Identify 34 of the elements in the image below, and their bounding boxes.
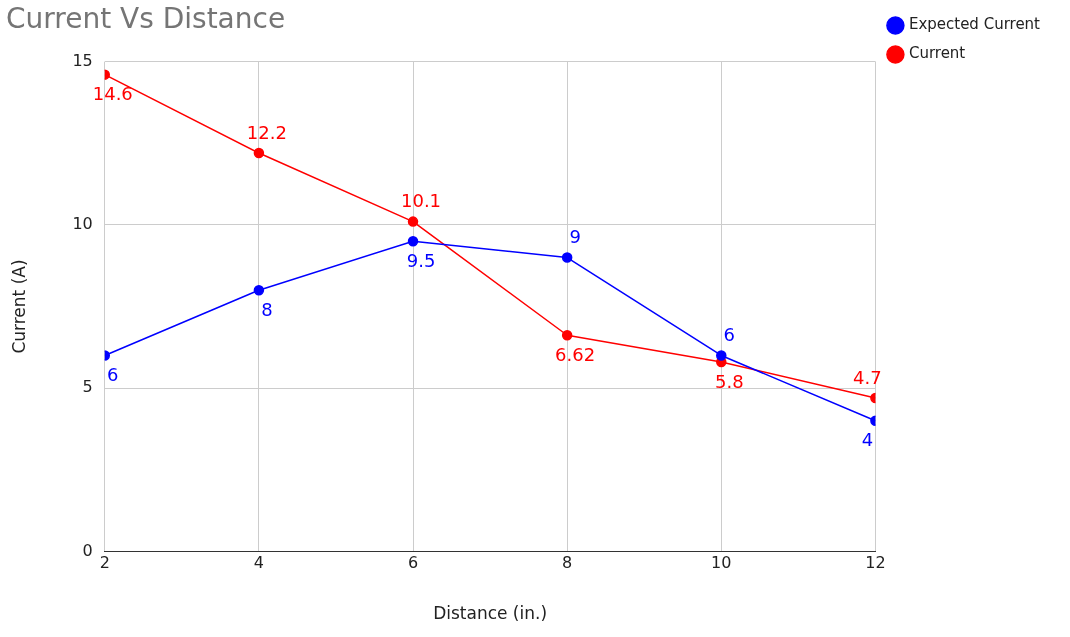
- data-label: 5.8: [714, 370, 744, 392]
- point: [716, 350, 727, 361]
- legend-label: Current: [908, 44, 966, 63]
- point: [561, 252, 573, 263]
- y-tick-label: 0: [82, 540, 93, 560]
- x-tick-label: 2: [99, 553, 110, 573]
- point: [561, 329, 573, 341]
- legend-label: Expected Current: [908, 15, 1041, 34]
- x-axis-title: Distance (in.): [433, 603, 548, 624]
- data-label: 8: [261, 298, 273, 320]
- y-axis-title: Current (A): [8, 259, 29, 354]
- y-tick-label: 15: [72, 50, 93, 70]
- chart-title: Current Vs Distance: [6, 2, 286, 36]
- point: [253, 284, 265, 296]
- x-tick-label: 8: [562, 553, 573, 573]
- x-tick-label: 6: [407, 553, 419, 573]
- y-tick-label: 5: [82, 377, 93, 397]
- data-label: 4.7: [853, 366, 882, 388]
- data-label: 9.5: [406, 249, 436, 271]
- data-label: 6: [107, 364, 119, 386]
- data-label: 4: [861, 429, 874, 451]
- data-label: 6: [723, 324, 736, 346]
- point: [407, 216, 419, 227]
- data-label: 9: [569, 226, 581, 248]
- x-tick-label: 10: [711, 553, 732, 573]
- data-label: 10.1: [400, 190, 442, 212]
- x-tick-label: 12: [865, 553, 886, 573]
- point: [253, 147, 265, 159]
- point: [407, 235, 419, 247]
- x-tick-label: 4: [253, 553, 264, 573]
- data-label: 6.62: [555, 343, 596, 365]
- y-tick-label: 10: [72, 214, 93, 234]
- data-label: 12.2: [246, 121, 287, 143]
- data-label: 14.6: [92, 83, 133, 105]
